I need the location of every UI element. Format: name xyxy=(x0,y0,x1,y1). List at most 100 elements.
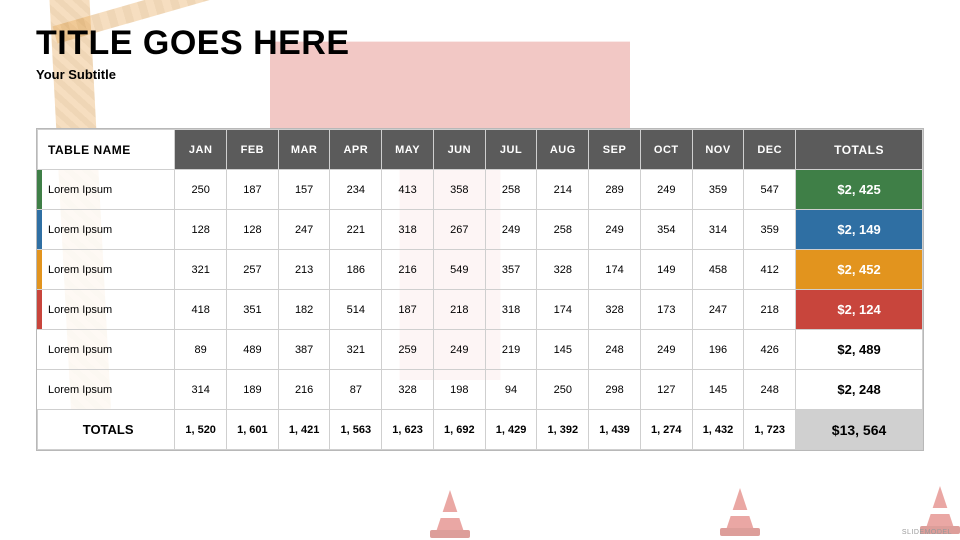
page-title: TITLE GOES HERE xyxy=(36,24,924,63)
col-oct: OCT xyxy=(640,130,692,170)
cell: 89 xyxy=(175,330,227,370)
cell: 289 xyxy=(589,170,641,210)
cell: 187 xyxy=(227,170,279,210)
col-feb: FEB xyxy=(227,130,279,170)
cell: 214 xyxy=(537,170,589,210)
cell: 128 xyxy=(175,210,227,250)
footer-val: 1, 392 xyxy=(537,410,589,450)
row-total: $2, 149 xyxy=(796,210,923,250)
cell: 413 xyxy=(382,170,434,210)
footer-val: 1, 520 xyxy=(175,410,227,450)
cell: 257 xyxy=(227,250,279,290)
footer-val: 1, 723 xyxy=(744,410,796,450)
col-jan: JAN xyxy=(175,130,227,170)
col-mar: MAR xyxy=(278,130,330,170)
col-may: MAY xyxy=(382,130,434,170)
table-row: Lorem Ipsum31418921687328198942502981271… xyxy=(38,370,923,410)
cell: 248 xyxy=(744,370,796,410)
page-subtitle: Your Subtitle xyxy=(36,67,924,82)
cell: 328 xyxy=(589,290,641,330)
row-label: Lorem Ipsum xyxy=(38,290,175,330)
slide: TITLE GOES HERE Your Subtitle TABLE NAME… xyxy=(0,0,960,540)
cell: 213 xyxy=(278,250,330,290)
cell: 173 xyxy=(640,290,692,330)
row-total: $2, 489 xyxy=(796,330,923,370)
cell: 182 xyxy=(278,290,330,330)
row-label: Lorem Ipsum xyxy=(38,210,175,250)
cell: 249 xyxy=(485,210,537,250)
cell: 321 xyxy=(330,330,382,370)
row-label: Lorem Ipsum xyxy=(38,170,175,210)
table-row: Lorem Ipsum41835118251418721831817432817… xyxy=(38,290,923,330)
cell: 247 xyxy=(278,210,330,250)
footer-val: 1, 439 xyxy=(589,410,641,450)
cell: 298 xyxy=(589,370,641,410)
cell: 187 xyxy=(382,290,434,330)
cell: 174 xyxy=(537,290,589,330)
cell: 259 xyxy=(382,330,434,370)
cell: 549 xyxy=(433,250,485,290)
cell: 218 xyxy=(744,290,796,330)
cell: 145 xyxy=(537,330,589,370)
footer-val: 1, 563 xyxy=(330,410,382,450)
cell: 354 xyxy=(640,210,692,250)
cell: 216 xyxy=(382,250,434,290)
row-total: $2, 124 xyxy=(796,290,923,330)
cell: 489 xyxy=(227,330,279,370)
cell: 387 xyxy=(278,330,330,370)
cell: 328 xyxy=(537,250,589,290)
col-jun: JUN xyxy=(433,130,485,170)
cell: 514 xyxy=(330,290,382,330)
footer-val: 1, 623 xyxy=(382,410,434,450)
row-total: $2, 452 xyxy=(796,250,923,290)
cell: 267 xyxy=(433,210,485,250)
col-apr: APR xyxy=(330,130,382,170)
cell: 418 xyxy=(175,290,227,330)
cell: 157 xyxy=(278,170,330,210)
col-dec: DEC xyxy=(744,130,796,170)
footer-total: $13, 564 xyxy=(796,410,923,450)
cell: 87 xyxy=(330,370,382,410)
cell: 149 xyxy=(640,250,692,290)
cell: 249 xyxy=(640,330,692,370)
row-total: $2, 248 xyxy=(796,370,923,410)
footer-val: 1, 274 xyxy=(640,410,692,450)
col-sep: SEP xyxy=(589,130,641,170)
cell: 249 xyxy=(433,330,485,370)
cell: 258 xyxy=(537,210,589,250)
cell: 127 xyxy=(640,370,692,410)
col-jul: JUL xyxy=(485,130,537,170)
row-label: Lorem Ipsum xyxy=(38,330,175,370)
table-row: Lorem Ipsum32125721318621654935732817414… xyxy=(38,250,923,290)
cell: 248 xyxy=(589,330,641,370)
cell: 351 xyxy=(227,290,279,330)
cell: 198 xyxy=(433,370,485,410)
cell: 219 xyxy=(485,330,537,370)
cell: 174 xyxy=(589,250,641,290)
cell: 314 xyxy=(175,370,227,410)
footer-label: TOTALS xyxy=(38,410,175,450)
footer-val: 1, 421 xyxy=(278,410,330,450)
col-aug: AUG xyxy=(537,130,589,170)
cell: 314 xyxy=(692,210,744,250)
cell: 189 xyxy=(227,370,279,410)
cell: 247 xyxy=(692,290,744,330)
footer-val: 1, 601 xyxy=(227,410,279,450)
cell: 412 xyxy=(744,250,796,290)
cell: 234 xyxy=(330,170,382,210)
row-total: $2, 425 xyxy=(796,170,923,210)
cell: 221 xyxy=(330,210,382,250)
cell: 458 xyxy=(692,250,744,290)
footer-val: 1, 429 xyxy=(485,410,537,450)
table-footer-row: TOTALS 1, 520 1, 601 1, 421 1, 563 1, 62… xyxy=(38,410,923,450)
cell: 547 xyxy=(744,170,796,210)
table-row: Lorem Ipsum25018715723441335825821428924… xyxy=(38,170,923,210)
row-label: Lorem Ipsum xyxy=(38,250,175,290)
footer-mark: SLIDEMODEL xyxy=(902,529,952,536)
cell: 145 xyxy=(692,370,744,410)
cell: 249 xyxy=(640,170,692,210)
cell: 258 xyxy=(485,170,537,210)
cell: 216 xyxy=(278,370,330,410)
cell: 357 xyxy=(485,250,537,290)
table-row: Lorem Ipsum12812824722131826724925824935… xyxy=(38,210,923,250)
